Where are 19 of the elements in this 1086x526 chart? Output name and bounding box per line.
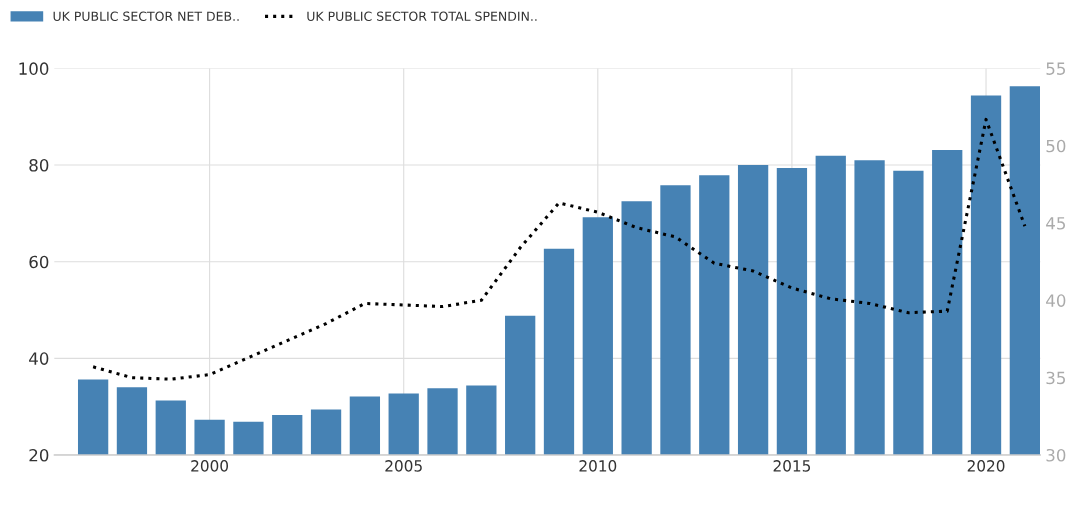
y2-tick-label: 30 [1046,448,1066,462]
line-series [91,117,1027,381]
x-tick-label: 2015 [773,460,811,472]
legend-label: UK PUBLIC SECTOR TOTAL SPENDIN.. [307,11,537,21]
y-tick-label: 20 [29,448,49,462]
x-tick-label: 2005 [385,460,422,472]
x-tick-label: 2020 [967,460,1005,472]
y2-tick-label: 35 [1046,371,1065,385]
y2-tick-label: 55 [1046,62,1065,75]
y-tick-label: 100 [19,62,49,75]
y2-tick-label: 45 [1046,217,1065,230]
x-tick-label: 2010 [579,460,617,472]
y2-tick-label: 50 [1046,139,1066,153]
y2-tick-label: 40 [1046,294,1066,307]
x-tick-label: 2000 [191,460,229,472]
legend-label: UK PUBLIC SECTOR NET DEB.. [53,11,239,21]
y-tick-label: 40 [29,352,49,365]
y-tick-label: 60 [29,255,49,269]
y-tick-label: 80 [29,158,49,172]
